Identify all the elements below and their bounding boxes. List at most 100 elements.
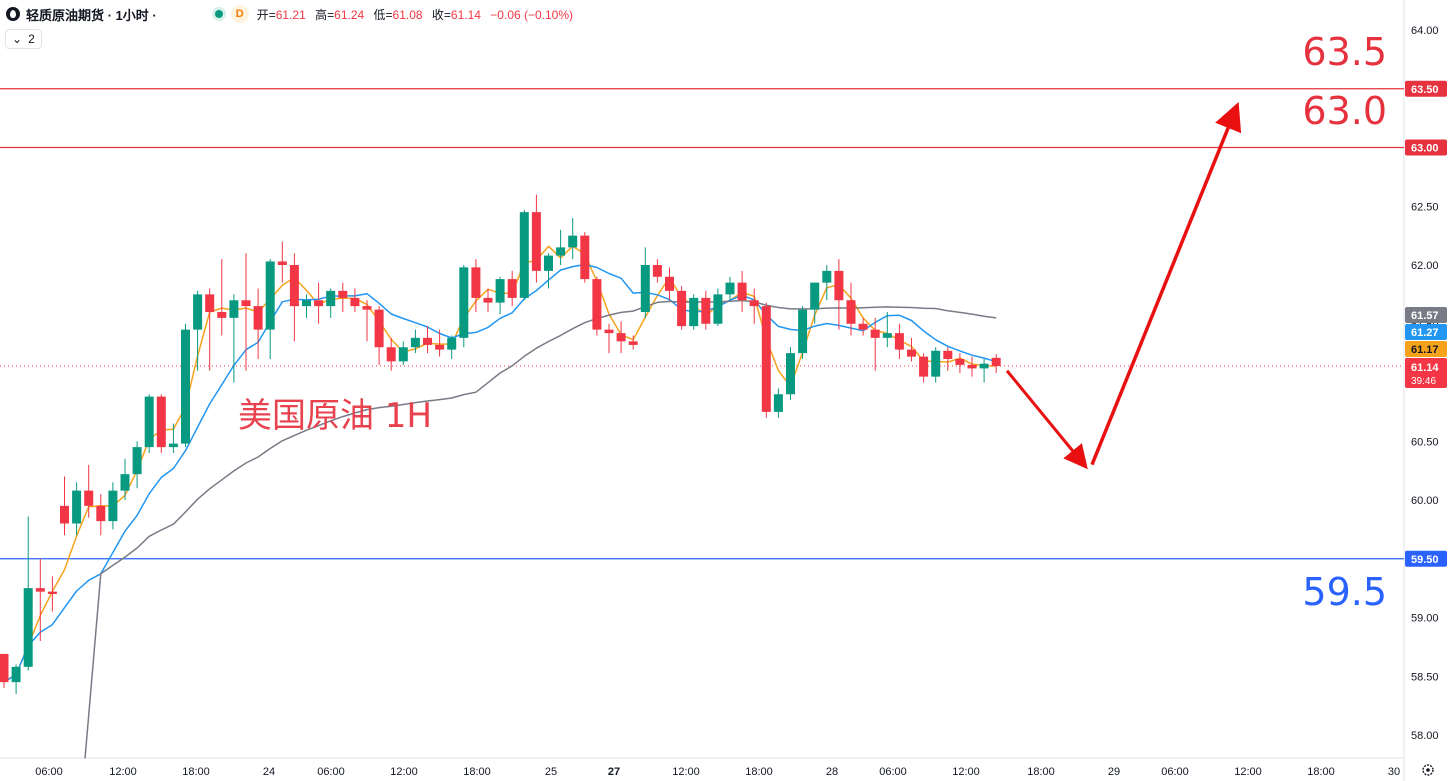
candle-body[interactable] bbox=[132, 447, 142, 475]
candle-body[interactable] bbox=[398, 347, 408, 362]
candle-body[interactable] bbox=[338, 290, 348, 298]
candle-body[interactable] bbox=[907, 349, 916, 357]
candle-body[interactable] bbox=[652, 265, 662, 277]
candle-body[interactable] bbox=[289, 265, 299, 307]
candle-body[interactable] bbox=[435, 344, 445, 350]
candle-body[interactable] bbox=[205, 294, 215, 312]
candle-body[interactable] bbox=[519, 212, 529, 298]
candle-body[interactable] bbox=[737, 282, 747, 301]
candle-body[interactable] bbox=[193, 294, 203, 330]
ma-slow-line[interactable] bbox=[84, 299, 997, 759]
ma-slow-tag[interactable]: 61.57 bbox=[1405, 307, 1447, 323]
candle-body[interactable] bbox=[858, 323, 868, 330]
candle-body[interactable] bbox=[60, 505, 69, 524]
candle-body[interactable] bbox=[882, 333, 892, 338]
candle-body[interactable] bbox=[47, 591, 57, 594]
candle-body[interactable] bbox=[749, 300, 759, 307]
candle-body[interactable] bbox=[773, 394, 783, 412]
candle-body[interactable] bbox=[302, 300, 311, 307]
candle-body[interactable] bbox=[265, 261, 275, 330]
candle-body[interactable] bbox=[689, 297, 699, 327]
candle-body[interactable] bbox=[96, 505, 106, 522]
last-price-tag[interactable]: 61.14 39:46 bbox=[1405, 358, 1447, 388]
candle-body[interactable] bbox=[531, 212, 541, 271]
candle-body[interactable] bbox=[423, 337, 432, 345]
level-6300-tag[interactable]: 63.00 bbox=[1405, 139, 1447, 156]
candle-body[interactable] bbox=[919, 356, 929, 377]
candle-body[interactable] bbox=[362, 306, 372, 310]
candle-body[interactable] bbox=[168, 443, 178, 448]
candle-body[interactable] bbox=[120, 474, 130, 491]
candle-body[interactable] bbox=[11, 666, 21, 683]
candle-body[interactable] bbox=[471, 267, 481, 298]
level-5950-tag[interactable]: 59.50 bbox=[1405, 550, 1447, 567]
candle-body[interactable] bbox=[23, 588, 33, 667]
candle-body[interactable] bbox=[665, 276, 674, 291]
candle-body[interactable] bbox=[604, 329, 614, 334]
candle-body[interactable] bbox=[810, 282, 820, 310]
candle-body[interactable] bbox=[592, 279, 602, 330]
candle-body[interactable] bbox=[955, 359, 965, 365]
candle-body[interactable] bbox=[870, 329, 880, 338]
ma-mid-line[interactable] bbox=[3, 263, 997, 683]
candle-body[interactable] bbox=[144, 396, 154, 448]
candle-body[interactable] bbox=[72, 490, 82, 524]
indicators-toggle-button[interactable]: ⌄ 2 bbox=[5, 29, 42, 49]
candle-body[interactable] bbox=[677, 290, 687, 327]
forecast-down-arrow[interactable] bbox=[1005, 369, 1088, 470]
candle-body[interactable] bbox=[108, 490, 118, 522]
symbol-title[interactable]: 轻质原油期货 · 1小时 · bbox=[26, 7, 157, 23]
candle-body[interactable] bbox=[725, 282, 735, 295]
candle-body[interactable] bbox=[568, 235, 578, 248]
candle-body[interactable] bbox=[253, 306, 263, 330]
candle-body[interactable] bbox=[580, 235, 590, 280]
level-6350-tag[interactable]: 63.50 bbox=[1405, 80, 1447, 97]
candle-body[interactable] bbox=[241, 300, 251, 307]
candle-body[interactable] bbox=[640, 265, 650, 312]
delayed-badge[interactable]: D bbox=[230, 5, 249, 23]
candle-body[interactable] bbox=[991, 357, 1001, 367]
candle-body[interactable] bbox=[798, 309, 808, 354]
candle-body[interactable] bbox=[979, 363, 989, 369]
candle-body[interactable] bbox=[556, 247, 566, 256]
candle-body[interactable] bbox=[507, 279, 517, 298]
candle-body[interactable] bbox=[483, 297, 493, 303]
candle-body[interactable] bbox=[544, 255, 553, 271]
candle-body[interactable] bbox=[84, 490, 94, 506]
candle-body[interactable] bbox=[0, 653, 9, 683]
candle-body[interactable] bbox=[786, 353, 795, 395]
ma-fast-tag[interactable]: 61.17 bbox=[1405, 341, 1447, 357]
candle-body[interactable] bbox=[701, 297, 711, 324]
candle-body[interactable] bbox=[217, 312, 227, 318]
candle-body[interactable] bbox=[943, 350, 953, 359]
candle-body[interactable] bbox=[386, 347, 396, 362]
candle-body[interactable] bbox=[931, 350, 941, 377]
gear-icon[interactable] bbox=[1422, 764, 1434, 776]
candle-body[interactable] bbox=[761, 306, 771, 412]
candle-body[interactable] bbox=[713, 294, 723, 324]
candle-body[interactable] bbox=[834, 270, 844, 301]
ma-mid-tag[interactable]: 61.27 bbox=[1405, 324, 1447, 340]
candle-body[interactable] bbox=[822, 270, 832, 283]
candle-body[interactable] bbox=[181, 329, 190, 444]
candle-body[interactable] bbox=[277, 261, 287, 265]
candle-body[interactable] bbox=[35, 588, 45, 592]
candle-body[interactable] bbox=[846, 300, 856, 324]
candle-body[interactable] bbox=[447, 337, 457, 350]
forecast-up-arrow[interactable] bbox=[1090, 102, 1242, 466]
candle-body[interactable] bbox=[459, 267, 469, 338]
chart-header: 轻质原油期货 · 1小时 · D 开=61.21 高=61.24 低=61.08… bbox=[6, 4, 579, 24]
candle-body[interactable] bbox=[967, 364, 977, 369]
candle-body[interactable] bbox=[156, 396, 166, 448]
candle-body[interactable] bbox=[326, 290, 336, 307]
candle-body[interactable] bbox=[894, 333, 904, 350]
candle-body[interactable] bbox=[410, 337, 420, 348]
candle-body[interactable] bbox=[374, 309, 384, 348]
candle-body[interactable] bbox=[229, 300, 239, 318]
candle-body[interactable] bbox=[495, 279, 505, 303]
candle-body[interactable] bbox=[350, 297, 360, 307]
candle-body[interactable] bbox=[616, 333, 626, 342]
candle-body[interactable] bbox=[628, 341, 638, 345]
candle-body[interactable] bbox=[314, 300, 324, 307]
